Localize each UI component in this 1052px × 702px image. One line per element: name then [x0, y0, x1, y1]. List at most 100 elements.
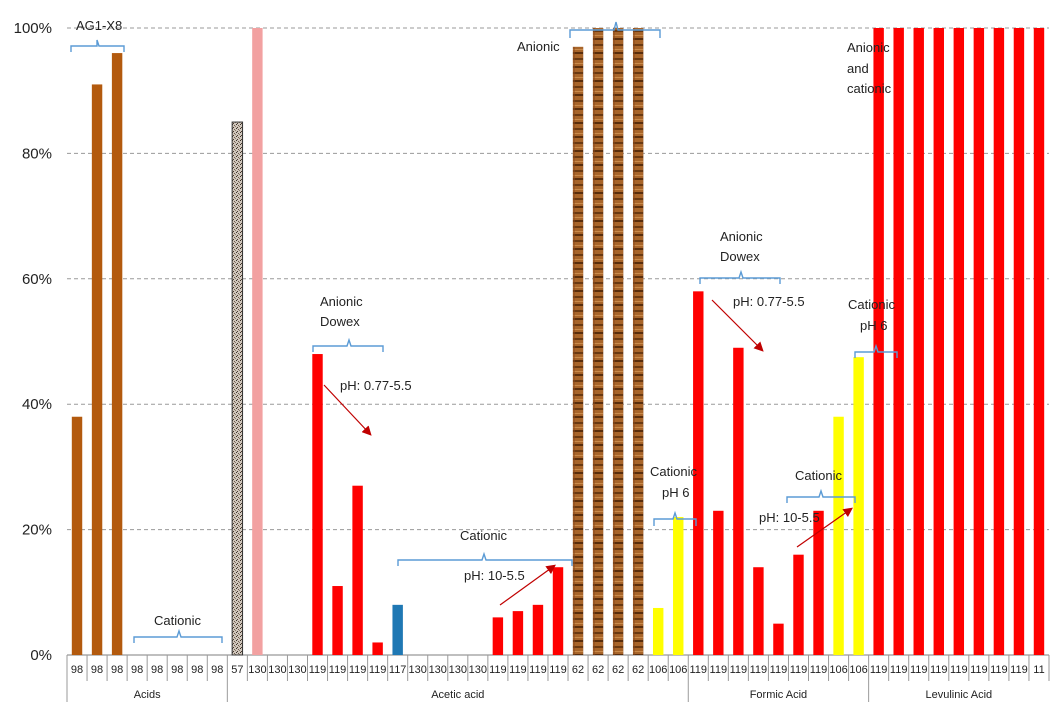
annotation-anionic-cationic-line3: cationic [847, 81, 892, 96]
annotation-anionic-cationic-line2: and [847, 61, 869, 76]
bar [492, 617, 504, 655]
annotation-cationic-ph6-2-line1: Cationic [848, 297, 895, 312]
bar [673, 517, 684, 655]
x-tick-label: 11 [1033, 664, 1044, 676]
x-tick-label: 130 [288, 664, 306, 676]
x-tick-label: 98 [131, 664, 143, 676]
x-tick-label: 106 [649, 664, 667, 676]
bar [231, 121, 244, 656]
brace-anionic-dowex-2 [699, 269, 781, 284]
bar [252, 28, 263, 655]
x-tick-label: 119 [690, 664, 708, 676]
x-tick-label: 98 [71, 664, 83, 676]
x-tick-label: 130 [409, 664, 427, 676]
annotation-anionic-dowex-1-line2: Dowex [320, 314, 360, 329]
x-tick-label: 119 [930, 664, 948, 676]
annotations: AG1-X8 Cationic Anionic Dowex pH: 0.77-5… [70, 18, 898, 643]
x-tick-label: 106 [669, 664, 687, 676]
x-tick-label: 57 [231, 664, 243, 676]
x-tick-label: 130 [268, 664, 286, 676]
x-tick-label: 119 [710, 664, 728, 676]
arrow-ph-1 [323, 384, 372, 436]
bar [612, 28, 624, 655]
x-tick-label: 119 [750, 664, 768, 676]
bar [512, 611, 524, 655]
bar [532, 604, 544, 655]
x-group-label: Formic Acid [750, 689, 807, 701]
x-group-label: Levulinic Acid [925, 689, 992, 701]
bar [332, 586, 343, 655]
bar [833, 416, 844, 655]
brace-cationic-3 [786, 488, 856, 503]
y-tick-label: 40% [22, 396, 52, 413]
x-tick-label: 119 [770, 664, 788, 676]
bar [733, 347, 744, 655]
bar [552, 567, 564, 655]
x-tick-label: 62 [632, 664, 644, 676]
y-tick-label: 20% [22, 522, 52, 539]
bar [913, 28, 924, 655]
brace-cationic-ph6-1 [653, 510, 697, 526]
x-tick-label: 62 [572, 664, 584, 676]
brace-ag1x8 [70, 39, 125, 52]
y-tick-label: 0% [30, 647, 52, 664]
x-tick-label: 106 [829, 664, 847, 676]
x-axis-ticks: 98 98 98 98 98 98 98 98 57 130 130 130 119 119 119 119 1… [66, 655, 1050, 681]
annotation-anionic-dowex-1-line1: Anionic [320, 294, 363, 309]
bar [773, 623, 784, 655]
x-tick-label: 130 [449, 664, 467, 676]
x-tick-label: 62 [592, 664, 604, 676]
brace-anionic-3 [569, 21, 661, 38]
bar [853, 357, 864, 655]
x-tick-label: 130 [469, 664, 487, 676]
bar [993, 28, 1005, 655]
annotation-anionic-3: Anionic [517, 39, 560, 54]
x-tick-label: 98 [191, 664, 203, 676]
bar [873, 28, 884, 655]
bar [111, 53, 123, 655]
x-tick-label: 119 [369, 664, 387, 676]
x-group-label: Acids [134, 689, 161, 701]
bar [652, 607, 664, 655]
bar [632, 28, 644, 655]
x-tick-label: 119 [549, 664, 567, 676]
bar [693, 291, 704, 655]
bar [392, 604, 403, 655]
x-tick-label: 119 [990, 664, 1008, 676]
brace-cationic-2 [397, 551, 573, 566]
bars [71, 28, 1045, 656]
x-tick-label: 119 [950, 664, 968, 676]
bar [352, 485, 363, 655]
y-tick-label: 60% [22, 271, 52, 288]
bar [893, 28, 904, 655]
x-tick-label: 119 [890, 664, 908, 676]
x-tick-label: 119 [1010, 664, 1028, 676]
arrow-ph-2 [499, 564, 556, 606]
bar [71, 416, 83, 655]
x-tick-label: 119 [970, 664, 988, 676]
x-tick-label: 119 [489, 664, 507, 676]
annotation-ag1x8: AG1-X8 [76, 18, 122, 33]
bar [813, 510, 824, 655]
annotation-cationic-ph6-2-line2: pH 6 [860, 318, 887, 333]
x-tick-label: 62 [612, 664, 624, 676]
x-group-label: Acetic acid [431, 689, 484, 701]
bar [933, 28, 944, 655]
x-tick-label: 119 [810, 664, 828, 676]
bar [592, 28, 604, 655]
x-tick-label: 98 [91, 664, 103, 676]
arrow-ph-3 [711, 299, 764, 352]
x-tick-label: 98 [171, 664, 183, 676]
bar [1013, 28, 1025, 655]
x-tick-label: 119 [309, 664, 327, 676]
y-axis-ticks: 0% 20% 40% 60% 80% 100% [14, 20, 52, 664]
annotation-cationic-1: Cationic [154, 613, 201, 628]
x-tick-label: 119 [730, 664, 748, 676]
x-tick-label: 119 [790, 664, 808, 676]
bar [572, 46, 584, 656]
x-tick-label: 119 [870, 664, 888, 676]
brace-cationic-1 [133, 628, 223, 643]
annotation-cationic-2: Cationic [460, 528, 507, 543]
bar [1033, 28, 1045, 655]
